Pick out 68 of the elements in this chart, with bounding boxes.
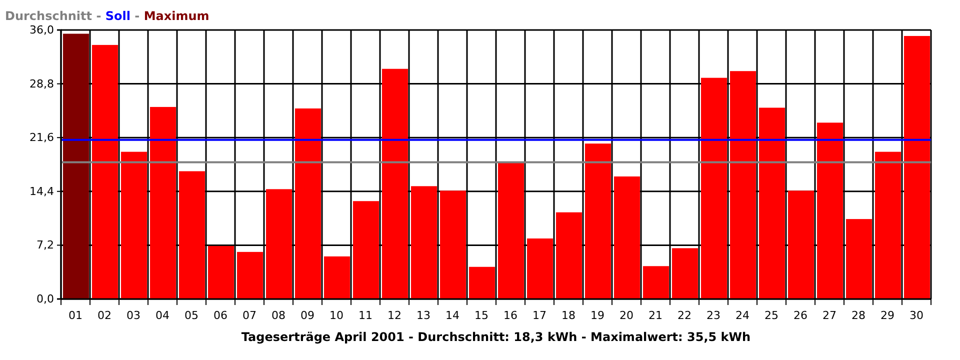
x-tick-label: 26 [794,309,808,322]
bar [382,68,408,299]
x-tick-label: 04 [156,309,170,322]
x-tick-label: 11 [358,309,372,322]
bar [846,219,872,299]
x-tick-label: 30 [910,309,924,322]
bar [643,266,669,299]
x-tick-label: 07 [242,309,256,322]
bar [527,238,553,299]
x-axis-title: Tageserträge April 2001 - Durchschnitt: 18,3 kWh - Maximalwert: 35,5 kWh [241,330,751,344]
x-tick-label: 09 [300,309,314,322]
x-tick-label: 18 [562,309,576,322]
bar [469,266,495,299]
x-tick-label: 25 [764,309,778,322]
x-tick-label: 15 [474,309,488,322]
x-tick-label: 08 [272,309,286,322]
bar [788,190,814,299]
bar [92,44,118,299]
bar [411,186,437,299]
bar [63,34,89,299]
bar [237,252,263,299]
bar [324,256,350,299]
x-tick-label: 05 [184,309,198,322]
bar [730,71,756,299]
x-tick-label: 19 [590,309,604,322]
bar [556,212,582,299]
bar [875,152,901,299]
x-tick-label: 01 [68,309,82,322]
x-tick-label: 22 [678,309,692,322]
bar [614,176,640,299]
y-tick-label: 7,2 [36,238,54,252]
y-tick-label: 14,4 [30,184,54,198]
x-tick-label: 13 [416,309,430,322]
y-tick-label: 21,6 [30,131,54,144]
bar [759,108,785,299]
bar [585,144,611,299]
x-tick-label: 27 [822,309,836,322]
x-tick-label: 16 [504,309,518,322]
x-tick-label: 20 [620,309,634,322]
bar [353,201,379,299]
x-tick-label: 28 [852,309,866,322]
bar [208,246,234,299]
y-tick-label: 0,0 [36,292,54,306]
bar [672,248,698,299]
x-tick-label: 12 [388,309,402,322]
bar [295,108,321,299]
x-tick-label: 17 [532,309,546,322]
bar [440,190,466,299]
bar [150,106,176,299]
bar [701,78,727,299]
bar [817,122,843,299]
chart-title: Durchschnitt - Soll - Maximum [5,9,210,23]
x-tick-label: 24 [736,309,750,322]
bar [498,162,524,299]
y-tick-label: 36,0 [30,24,54,37]
x-tick-label: 23 [706,309,720,322]
y-tick-label: 28,8 [30,77,54,90]
x-tick-label: 03 [126,309,140,322]
bar [266,189,292,299]
bar [179,171,205,299]
x-tick-label: 10 [330,309,344,322]
bar [121,152,147,299]
x-tick-label: 02 [98,309,112,322]
x-tick-label: 21 [648,309,662,322]
x-tick-label: 06 [214,309,228,322]
x-tick-label: 29 [880,309,894,322]
x-tick-label: 14 [446,309,460,322]
bar [904,36,930,299]
